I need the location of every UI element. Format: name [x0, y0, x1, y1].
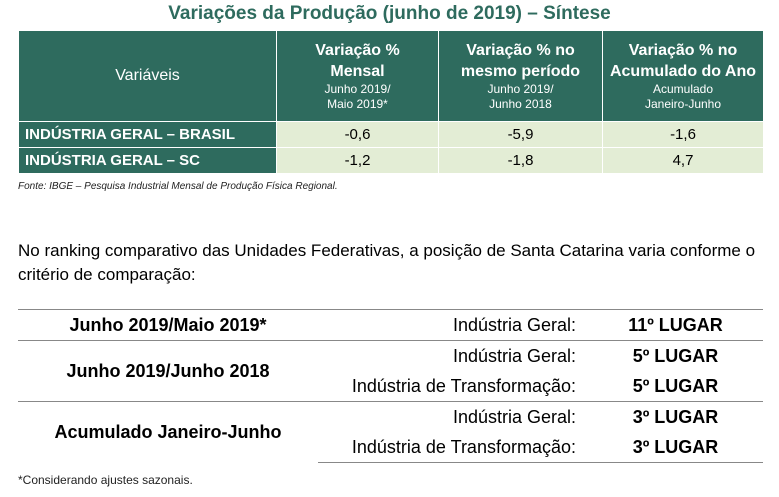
ranking-position: 5º LUGAR — [588, 340, 763, 371]
table-cell: -1,8 — [438, 147, 603, 174]
ranking-period: Acumulado Janeiro-Junho — [18, 401, 318, 463]
ranking-intro-paragraph: No ranking comparativo das Unidades Fede… — [18, 241, 756, 284]
table-cell: -0,6 — [276, 121, 439, 148]
header-sub-line: Acumulado — [652, 82, 714, 96]
header-sub-line: Maio 2019* — [327, 97, 388, 111]
source-note: Fonte: IBGE – Pesquisa Industrial Mensal… — [18, 181, 338, 192]
header-main-line: Variação % no — [628, 42, 738, 59]
header-sub-line: Junho 2019/ — [324, 82, 391, 96]
header-col-acumulado: Variação % no Acumulado do Ano Acumulado… — [602, 30, 764, 122]
header-variaveis: Variáveis — [18, 30, 277, 122]
ranking-row: Acumulado Janeiro-Junho Indústria Geral:… — [18, 401, 763, 463]
ranking-period: Junho 2019/Junho 2018 — [18, 340, 318, 402]
header-main-line: Variação % no — [466, 42, 575, 59]
ranking-period: Junho 2019/Maio 2019* — [18, 309, 318, 341]
page-title: Variações da Produção (junho de 2019) – … — [168, 3, 611, 24]
header-sub-line: Janeiro-Junho — [644, 97, 722, 111]
header-col-mesmo-periodo: Variação % no mesmo período Junho 2019/ … — [438, 30, 603, 122]
header-main-line: mesmo período — [460, 63, 581, 80]
table-cell: 4,7 — [602, 147, 764, 174]
table-row: INDÚSTRIA GERAL – BRASIL -0,6 -5,9 -1,6 — [18, 121, 764, 148]
header-main-line: Acumulado do Ano — [609, 63, 757, 80]
table-cell: -1,2 — [276, 147, 439, 174]
ranking-category: Indústria de Transformação: — [318, 432, 588, 463]
ranking-category: Indústria Geral: — [318, 340, 588, 371]
header-main-line: Variação % — [315, 42, 400, 59]
row-label: INDÚSTRIA GERAL – BRASIL — [18, 121, 277, 148]
header-col-mensal: Variação % Mensal Junho 2019/ Maio 2019* — [276, 30, 439, 122]
ranking-row: Junho 2019/Junho 2018 Indústria Geral: 5… — [18, 340, 763, 402]
variations-table: Variáveis Variação % Mensal Junho 2019/ … — [18, 30, 764, 174]
table-row: INDÚSTRIA GERAL – SC -1,2 -1,8 4,7 — [18, 147, 764, 174]
ranking-category: Indústria de Transformação: — [351, 375, 576, 396]
header-sub-line: Junho 2018 — [489, 97, 552, 111]
ranking-position: 5º LUGAR — [632, 375, 719, 396]
ranking-row: Junho 2019/Maio 2019* Indústria Geral: 1… — [18, 309, 763, 341]
ranking-position: 3º LUGAR — [588, 432, 763, 463]
header-sub-line: Junho 2019/ — [487, 82, 554, 96]
ranking-row: Indústria de Transformação: 5º LUGAR — [18, 371, 763, 402]
ranking-table: Junho 2019/Maio 2019* Indústria Geral: 1… — [18, 309, 763, 463]
footnote: *Considerando ajustes sazonais. — [18, 473, 193, 487]
row-label: INDÚSTRIA GERAL – SC — [18, 147, 277, 174]
ranking-category: Indústria Geral: — [318, 309, 588, 341]
table-cell: -1,6 — [602, 121, 764, 148]
ranking-position: 3º LUGAR — [588, 401, 763, 432]
ranking-position: 11º LUGAR — [588, 309, 763, 341]
ranking-category: Indústria Geral: — [318, 401, 588, 432]
table-cell: -5,9 — [438, 121, 603, 148]
ranking-row: Indústria de Transformação: 3º LUGAR — [18, 432, 763, 463]
header-main-line: Mensal — [330, 63, 385, 80]
